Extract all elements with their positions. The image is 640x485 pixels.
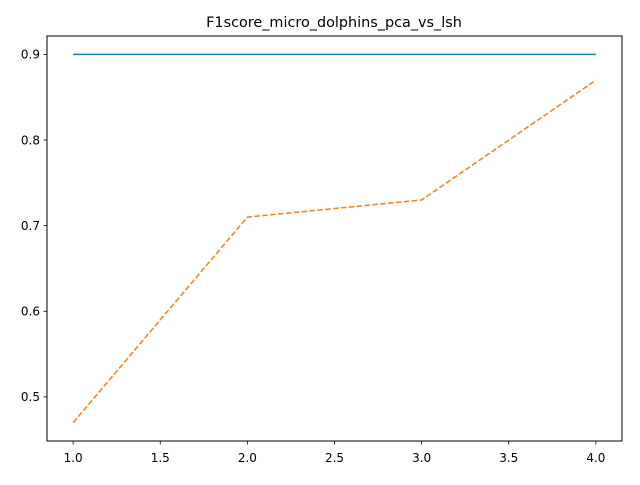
x-tick-label: 2.0 (238, 451, 257, 465)
x-tick-label: 3.5 (499, 451, 518, 465)
y-tick-label: 0.8 (21, 133, 40, 147)
x-tick-label: 4.0 (586, 451, 605, 465)
x-tick-label: 1.0 (64, 451, 83, 465)
series-layer (72, 53, 597, 424)
axes-layer: 1.0 1.5 2.0 2.5 3.0 3.5 4.0 0.5 0.6 0.7 0.8 0.9 (21, 48, 606, 465)
y-tick-label: 0.6 (21, 305, 40, 319)
plot-frame (46, 35, 623, 442)
x-tick-label: 3.0 (412, 451, 431, 465)
y-tick-label: 0.9 (21, 48, 40, 62)
x-tick-label: 1.5 (151, 451, 170, 465)
y-tick-label: 0.7 (21, 219, 40, 233)
series-line-2 (72, 79, 597, 424)
y-tick-label: 0.5 (21, 390, 40, 404)
chart-title: F1score_micro_dolphins_pca_vs_lsh (206, 15, 462, 31)
x-tick-label: 2.5 (325, 451, 344, 465)
